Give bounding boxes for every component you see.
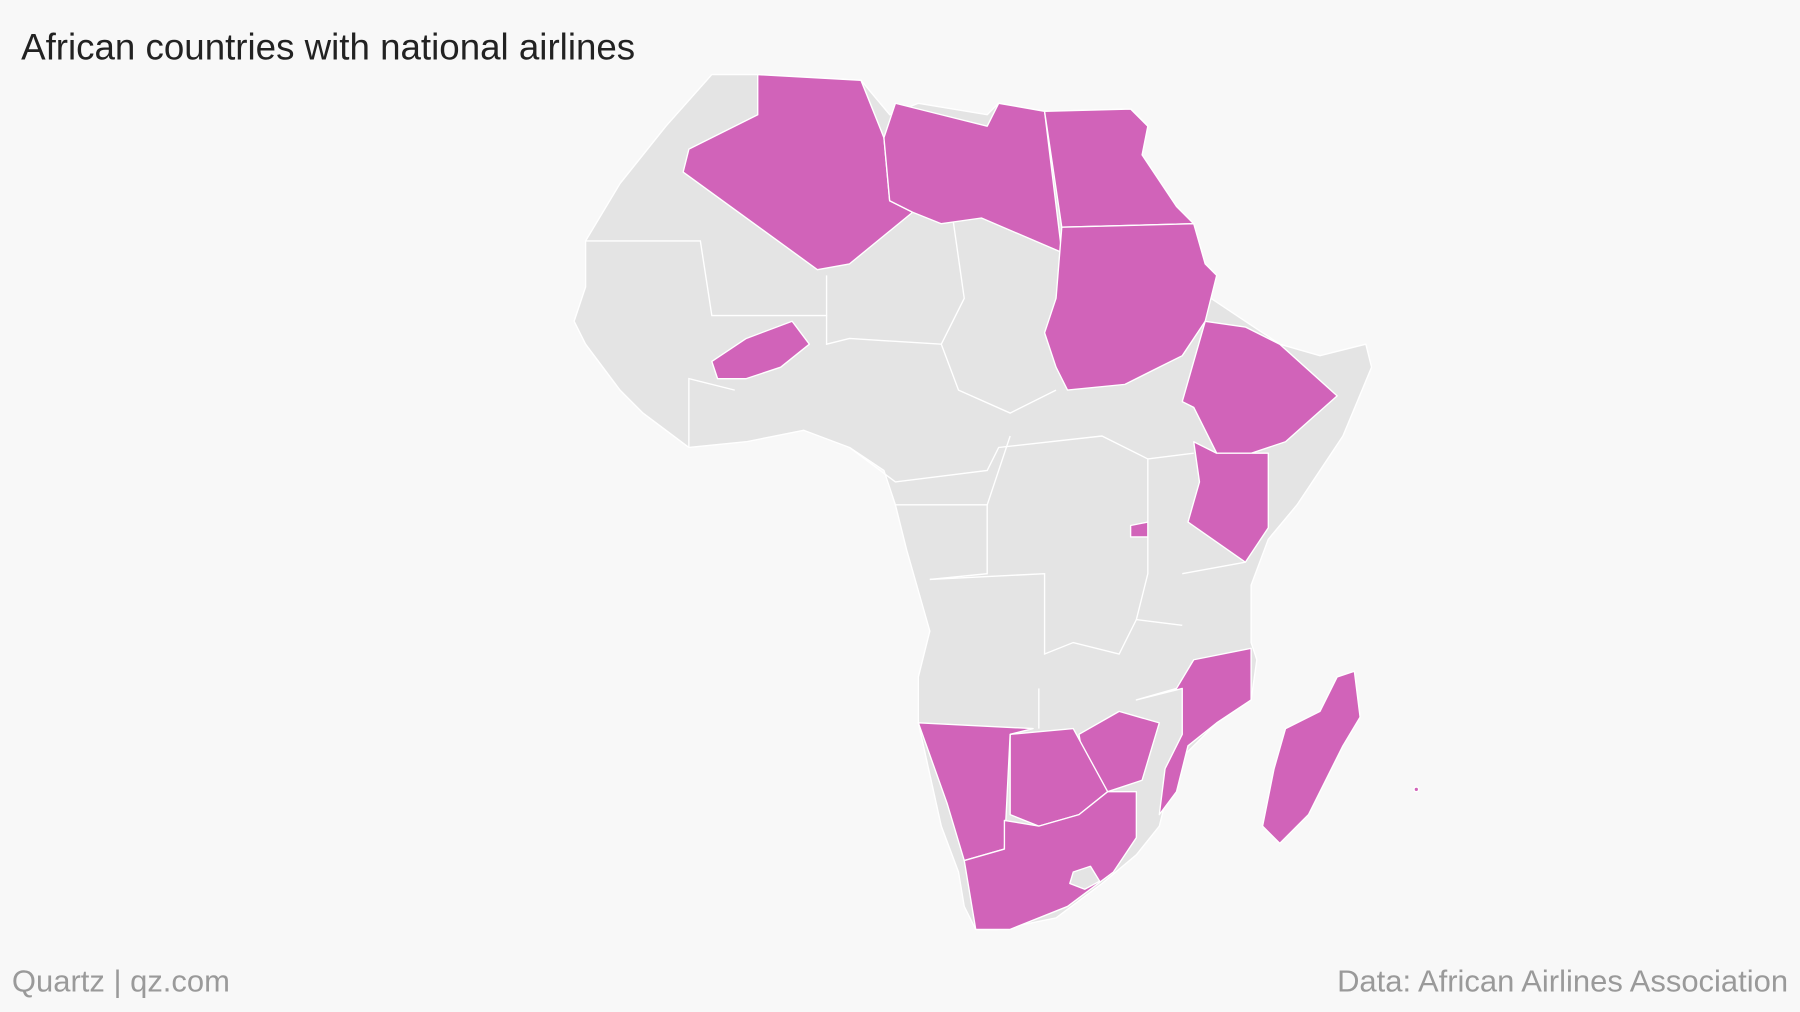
border (825, 217, 965, 346)
highlighted-country (1043, 223, 1218, 391)
highlighted-country (1135, 647, 1252, 816)
border (688, 377, 735, 448)
africa-map (573, 73, 1420, 931)
highlighted-country (682, 73, 914, 271)
credit: Quartz | qz.com (12, 963, 230, 998)
title: African countries with national airlines (21, 27, 635, 68)
source: Data: African Airlines Association (1337, 963, 1788, 998)
border (585, 240, 828, 317)
border (940, 343, 1057, 414)
border (1135, 458, 1149, 620)
highlighted-country (883, 102, 1063, 254)
highlighted-country (1129, 521, 1149, 538)
highlighted-country (1181, 320, 1338, 454)
border (895, 504, 988, 581)
highlighted-country (711, 320, 811, 380)
enclave (1069, 865, 1101, 890)
border (1182, 561, 1246, 575)
highlighted-country (963, 791, 1138, 931)
highlighted-country (1261, 670, 1361, 845)
highlighted-country (1187, 441, 1270, 563)
borders (585, 217, 1246, 729)
border (986, 435, 1011, 506)
island (1413, 786, 1420, 793)
